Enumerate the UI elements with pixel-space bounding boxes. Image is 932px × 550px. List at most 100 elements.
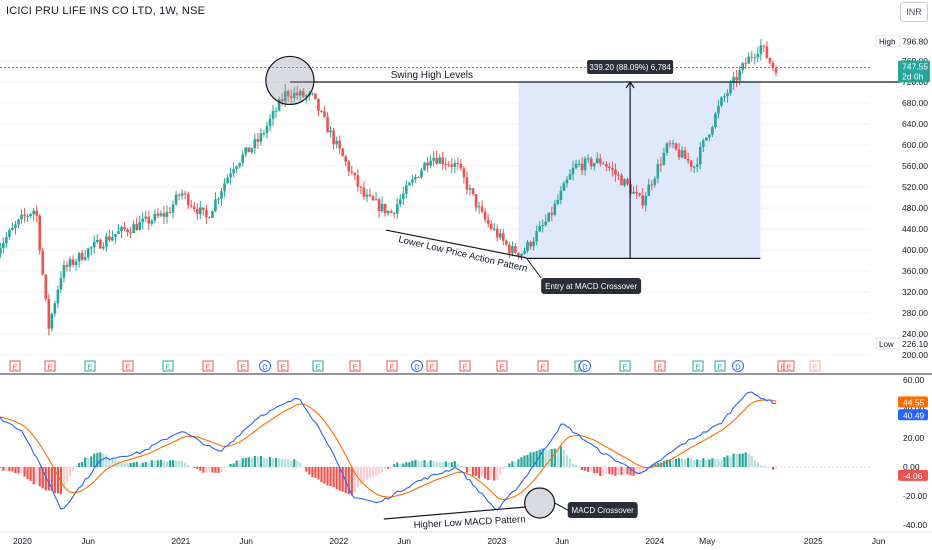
earnings-marker[interactable]	[162, 360, 174, 372]
earnings-marker[interactable]	[277, 360, 289, 372]
candle-body	[53, 303, 57, 314]
candle-body	[562, 183, 566, 191]
candle-body	[253, 139, 257, 149]
low-value-label: 226.10	[902, 339, 928, 349]
earnings-marker[interactable]	[537, 360, 549, 372]
macd-histogram-bar	[144, 461, 147, 467]
candle-body	[405, 185, 408, 194]
candle-body	[344, 156, 348, 162]
earnings-marker[interactable]	[783, 360, 795, 372]
earnings-marker[interactable]	[654, 360, 666, 372]
macd-histogram-bar	[350, 467, 353, 495]
macd-histogram-bar	[284, 459, 287, 467]
candle-body	[741, 63, 744, 71]
macd-histogram-bar	[690, 458, 693, 467]
candle-body	[598, 158, 602, 164]
earnings-marker[interactable]	[349, 360, 361, 372]
macd-histogram-bar	[365, 467, 369, 480]
candle-body	[414, 176, 417, 180]
macd-histogram-bar	[532, 452, 535, 467]
candle-body	[614, 169, 617, 175]
earnings-marker[interactable]	[312, 360, 324, 372]
macd-histogram-bar	[565, 454, 569, 467]
candle-body	[105, 236, 108, 247]
candle-body	[462, 168, 466, 178]
macd-histogram-bar	[317, 467, 320, 480]
macd-histogram-bar	[638, 467, 641, 475]
earnings-marker[interactable]	[496, 360, 508, 372]
macd-histogram-bar	[26, 467, 29, 480]
earnings-marker[interactable]	[122, 360, 134, 372]
macd-histogram-bar	[459, 465, 462, 467]
macd-histogram-bar	[74, 466, 78, 467]
macd-histogram-bar	[668, 459, 672, 467]
dividend-marker[interactable]	[579, 360, 591, 372]
candle-body	[438, 157, 441, 164]
macd-histogram-bar	[626, 467, 629, 475]
candle-body	[329, 130, 332, 133]
candle-body	[644, 196, 648, 206]
candle-body	[665, 143, 669, 153]
candle-body	[511, 246, 514, 254]
macd-histogram-bar	[253, 455, 256, 467]
signal-value-label: 40.49	[903, 410, 925, 420]
candle-body	[538, 226, 541, 232]
macd-tick-label: -40.00	[903, 520, 927, 530]
candle-body	[17, 219, 20, 225]
macd-histogram-bar	[311, 467, 314, 478]
earnings-marker[interactable]	[714, 360, 726, 372]
time-tick-label: 2020	[13, 536, 32, 546]
earnings-marker[interactable]	[426, 360, 438, 372]
macd-histogram-bar	[496, 467, 499, 480]
candle-body	[626, 179, 629, 185]
earnings-marker[interactable]	[44, 360, 56, 372]
candle-body	[111, 236, 114, 241]
dividend-marker[interactable]	[259, 360, 271, 372]
candle-body	[186, 193, 190, 206]
macd-histogram-bar	[229, 463, 232, 467]
currency-button[interactable]: INR	[900, 2, 928, 22]
candle-body	[123, 226, 126, 230]
earnings-marker[interactable]	[202, 360, 214, 372]
macd-histogram-bar	[247, 457, 250, 467]
candle-body	[247, 147, 251, 153]
candle-body	[32, 210, 35, 215]
earnings-marker[interactable]	[459, 360, 471, 372]
dividend-marker[interactable]	[732, 360, 744, 372]
candle-body	[323, 111, 326, 117]
macd-histogram-bar	[38, 467, 41, 487]
candle-body	[99, 239, 102, 249]
earnings-marker[interactable]	[9, 360, 21, 372]
countdown-label: 2d 0h	[902, 72, 924, 82]
macd-histogram-bar	[93, 453, 96, 467]
earnings-marker[interactable]	[237, 360, 249, 372]
macd-histogram-bar	[305, 467, 308, 472]
candle-body	[383, 203, 387, 214]
candle-body	[292, 92, 296, 99]
candle-body	[389, 211, 393, 213]
macd-histogram-bar	[456, 463, 459, 467]
low-tag-bg	[875, 337, 901, 350]
macd-histogram-bar	[480, 467, 484, 477]
dividend-marker[interactable]	[411, 360, 423, 372]
macd-histogram-bar	[368, 467, 372, 479]
macd-histogram-bar	[635, 467, 638, 476]
macd-histogram-bar	[147, 462, 150, 467]
candle-body	[735, 76, 738, 81]
symbol-header: ICICI PRU LIFE INS CO LTD, 1W, NSE	[6, 5, 206, 17]
time-tick-label: Jun	[555, 536, 569, 546]
macd-histogram-bar	[484, 467, 487, 479]
earnings-marker[interactable]	[386, 360, 398, 372]
macd-histogram-bar	[202, 467, 205, 473]
macd-histogram-bar	[462, 467, 466, 468]
earnings-marker[interactable]	[619, 360, 631, 372]
earnings-marker[interactable]	[809, 360, 821, 372]
earnings-marker[interactable]	[692, 360, 704, 372]
earnings-marker-label: E	[389, 363, 394, 372]
price-tick-label: 480.00	[902, 203, 928, 213]
macd-histogram-bar	[174, 460, 178, 467]
macd-histogram-bar	[517, 459, 520, 467]
candle-body	[235, 166, 238, 170]
earnings-marker[interactable]	[84, 360, 96, 372]
